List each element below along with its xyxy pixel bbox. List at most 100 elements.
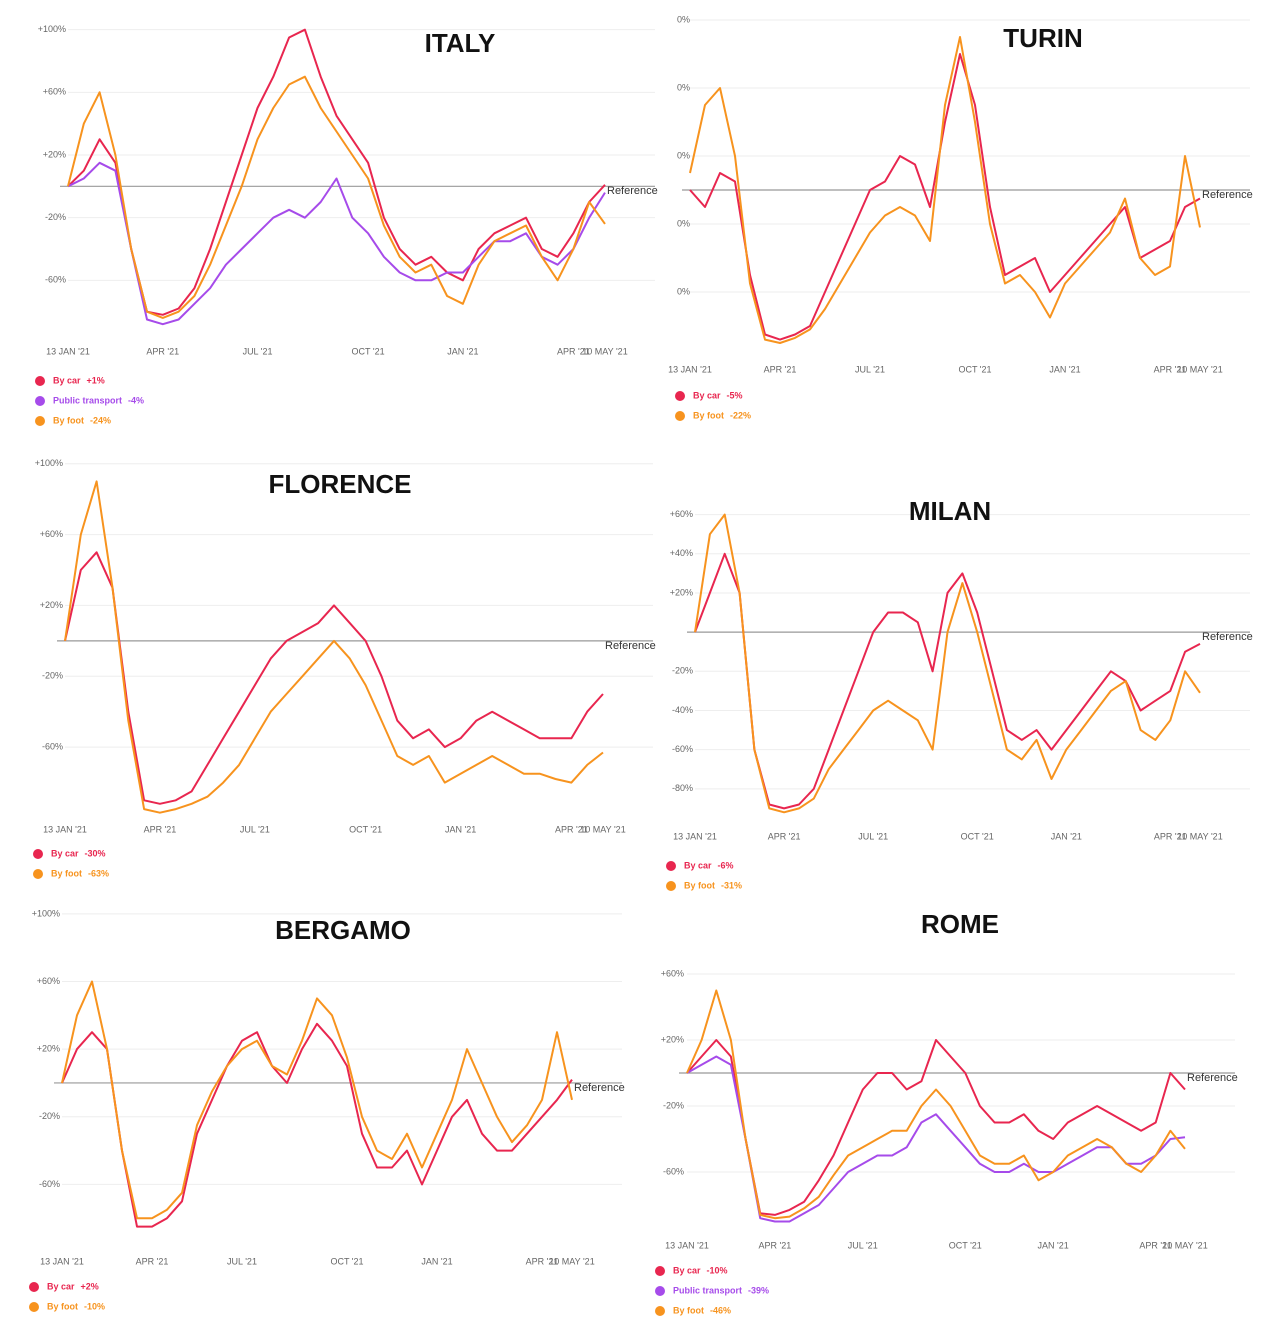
series-line (694, 513, 1201, 814)
series-line (689, 53, 1201, 341)
y-tick-label: +60% (670, 509, 693, 519)
y-tick-label: +20% (43, 149, 66, 159)
legend-label: By foot (684, 880, 715, 890)
x-tick-label: JAN '21 (1051, 831, 1082, 841)
x-tick-label: JAN '21 (421, 1256, 452, 1266)
legend-change: -5% (727, 390, 743, 400)
annotation: Reference (1202, 189, 1253, 201)
x-tick-label: JUL '21 (848, 1240, 878, 1250)
x-tick-label: 10 MAY '21 (1177, 831, 1222, 841)
y-tick-label: 0% (677, 286, 690, 296)
chart-panel: +100% +60% +20% -20% -60% Reference ITALY 13 JA… (35, 24, 658, 426)
y-tick-label: +40% (670, 548, 693, 558)
series-line (686, 989, 1186, 1220)
x-tick-label: 13 JAN '21 (46, 346, 90, 356)
legend-label: By car (53, 375, 81, 385)
y-tick-label: -20% (672, 666, 693, 676)
series-line (61, 1022, 573, 1228)
legend-label: By car (693, 390, 721, 400)
x-tick-label: APR '21 (1139, 1240, 1172, 1250)
legend-change: -39% (748, 1285, 769, 1295)
legend-change: -46% (710, 1305, 731, 1315)
x-tick-label: APR '21 (557, 346, 590, 356)
x-tick-label: APR '21 (555, 824, 588, 834)
x-tick-label: JUL '21 (240, 824, 270, 834)
legend-marker (35, 376, 45, 386)
series-line (67, 161, 606, 326)
y-tick-label: +100% (35, 458, 63, 468)
y-tick-label: +60% (661, 968, 684, 978)
x-tick-label: APR '21 (146, 346, 179, 356)
y-tick-label: 0% (677, 150, 690, 160)
y-tick-label: -80% (672, 783, 693, 793)
y-tick-label: 0% (677, 82, 690, 92)
y-tick-label: +60% (40, 529, 63, 539)
legend-change: +1% (87, 375, 105, 385)
legend-label: By foot (53, 415, 84, 425)
y-tick-label: -60% (42, 742, 63, 752)
chart-panel: +60% +40% +20% -20% -40% -60% -80% Reference MIL… (666, 496, 1253, 891)
x-tick-label: JAN '21 (447, 346, 478, 356)
x-tick-label: 13 JAN '21 (673, 831, 717, 841)
legend-label: By car (47, 1281, 75, 1291)
legend-marker (29, 1282, 39, 1292)
x-tick-label: APR '21 (1154, 364, 1187, 374)
legend-marker (29, 1302, 39, 1312)
chart-title: ITALY (425, 28, 496, 58)
annotation: Reference (1187, 1072, 1238, 1084)
series-line (67, 75, 606, 319)
series-line (689, 36, 1201, 344)
legend-marker (35, 396, 45, 406)
x-tick-label: OCT '21 (352, 346, 385, 356)
x-tick-label: APR '21 (764, 364, 797, 374)
legend-marker (35, 416, 45, 426)
y-tick-label: +100% (38, 24, 66, 34)
x-tick-label: 10 MAY '21 (1177, 364, 1222, 374)
x-tick-label: OCT '21 (330, 1256, 363, 1266)
x-tick-label: 13 JAN '21 (665, 1240, 709, 1250)
annotation: Reference (574, 1082, 625, 1094)
series-line (67, 28, 606, 316)
y-tick-label: -20% (42, 671, 63, 681)
x-tick-label: APR '21 (136, 1256, 169, 1266)
legend-change: +2% (81, 1281, 99, 1291)
y-tick-label: -20% (39, 1111, 60, 1121)
legend-label: By car (51, 848, 79, 858)
chart-title: ROME (921, 909, 999, 939)
annotation: Reference (605, 640, 656, 652)
x-tick-label: 10 MAY '21 (1162, 1240, 1207, 1250)
legend-marker (655, 1286, 665, 1296)
chart-title: TURIN (1003, 23, 1082, 53)
y-tick-label: +20% (40, 600, 63, 610)
legend-label: By foot (673, 1305, 704, 1315)
x-tick-label: JUL '21 (243, 346, 273, 356)
x-tick-label: OCT '21 (958, 364, 991, 374)
legend-label: Public transport (673, 1285, 742, 1295)
series-line (64, 480, 604, 814)
chart-title: MILAN (909, 496, 991, 526)
x-tick-label: 10 MAY '21 (549, 1256, 594, 1266)
x-tick-label: 10 MAY '21 (580, 824, 625, 834)
series-line (686, 1039, 1186, 1216)
x-tick-label: APR '21 (1154, 831, 1187, 841)
legend-label: By foot (693, 410, 724, 420)
legend-change: -63% (88, 868, 109, 878)
legend-marker (655, 1306, 665, 1316)
x-tick-label: 10 MAY '21 (582, 346, 627, 356)
chart-title: BERGAMO (275, 915, 411, 945)
legend-change: -30% (85, 848, 106, 858)
y-tick-label: +20% (670, 587, 693, 597)
x-tick-label: JUL '21 (858, 831, 888, 841)
y-tick-label: -20% (663, 1100, 684, 1110)
x-tick-label: JAN '21 (1049, 364, 1080, 374)
x-tick-label: JUL '21 (855, 364, 885, 374)
chart-panel: +100% +60% +20% -20% -60% Reference FLORENCE 13… (33, 458, 656, 879)
y-tick-label: +60% (43, 87, 66, 97)
chart-panel: +60% +20% -20% -60% Reference ROME 13 JAN '21 A… (655, 909, 1238, 1316)
x-tick-label: JAN '21 (1038, 1240, 1069, 1250)
series-line (686, 1055, 1186, 1223)
legend-label: Public transport (53, 395, 122, 405)
legend-marker (666, 881, 676, 891)
y-tick-label: -60% (672, 744, 693, 754)
legend-change: -6% (718, 860, 734, 870)
